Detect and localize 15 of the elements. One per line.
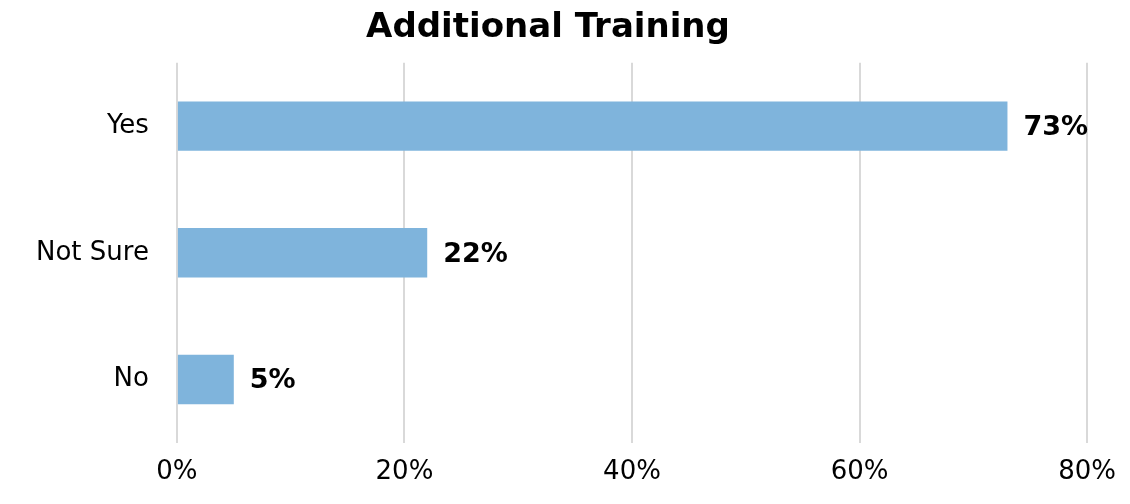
data-label: 22% [443,236,508,268]
x-tick-label: 20% [375,455,434,486]
y-tick-label: No [113,362,149,393]
chart-title: Additional Training [366,5,730,46]
data-label: 73% [1023,110,1089,142]
x-tick-label: 60% [830,455,889,486]
x-tick-label: 80% [1058,455,1116,486]
x-tick-label: 40% [603,455,661,486]
bar [177,354,234,405]
bar [177,101,1008,151]
y-tick-label: Not Sure [35,235,149,266]
y-tick-label: Yes [105,108,149,139]
bar [177,228,428,278]
x-tick-label: 0% [156,455,198,486]
data-label: 5% [249,363,296,395]
